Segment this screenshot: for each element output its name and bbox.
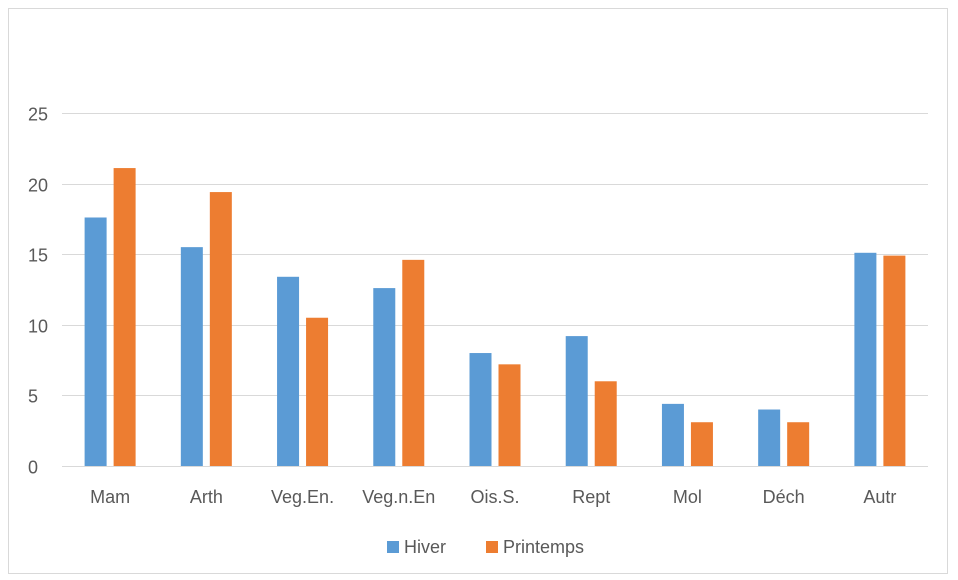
chart-frame	[8, 8, 948, 574]
bar-printemps-5	[594, 381, 617, 466]
bar-hiver-7	[758, 409, 781, 466]
gridlines	[62, 113, 928, 467]
bar-hiver-0	[84, 217, 107, 466]
bar-printemps-4	[498, 364, 521, 466]
bar-printemps-3	[402, 259, 425, 466]
bar-printemps-6	[690, 422, 713, 466]
legend-label-hiver: Hiver	[404, 537, 446, 557]
bar-printemps-8	[883, 255, 906, 466]
y-tick-label: 5	[28, 387, 38, 407]
x-tick-label: Mam	[90, 487, 130, 507]
y-tick-label: 25	[28, 105, 48, 125]
x-axis-tick-labels: Mam Arth Veg.En. Veg.n.En Ois.S. Rept Mol Déch A…	[90, 487, 896, 507]
bar-printemps-1	[209, 192, 232, 466]
x-tick-label: Mol	[673, 487, 702, 507]
legend-swatch-hiver	[387, 541, 399, 553]
legend: Hiver Printemps	[387, 537, 584, 557]
x-tick-label: Rept	[572, 487, 610, 507]
legend-swatch-printemps	[486, 541, 498, 553]
bar-hiver-1	[180, 247, 203, 466]
y-tick-label: 15	[28, 246, 48, 266]
bar-hiver-3	[373, 288, 396, 466]
bar-printemps-2	[306, 317, 329, 466]
bar-hiver-2	[277, 276, 300, 466]
y-tick-label: 0	[28, 458, 38, 478]
y-axis-tick-labels: 0 5 10 15 20 25	[28, 105, 48, 478]
x-tick-label: Déch	[763, 487, 805, 507]
bar-printemps-0	[113, 168, 136, 466]
x-tick-label: Autr	[863, 487, 896, 507]
bar-hiver-5	[565, 336, 588, 466]
bars	[84, 168, 906, 466]
bar-hiver-4	[469, 353, 492, 466]
x-tick-label: Arth	[190, 487, 223, 507]
x-tick-label: Veg.n.En	[362, 487, 435, 507]
bar-hiver-8	[854, 252, 877, 466]
y-tick-label: 10	[28, 317, 48, 337]
x-tick-label: Ois.S.	[470, 487, 519, 507]
bar-hiver-6	[661, 403, 684, 466]
bar-printemps-7	[787, 422, 810, 466]
y-tick-label: 20	[28, 176, 48, 196]
x-tick-label: Veg.En.	[271, 487, 334, 507]
legend-label-printemps: Printemps	[503, 537, 584, 557]
